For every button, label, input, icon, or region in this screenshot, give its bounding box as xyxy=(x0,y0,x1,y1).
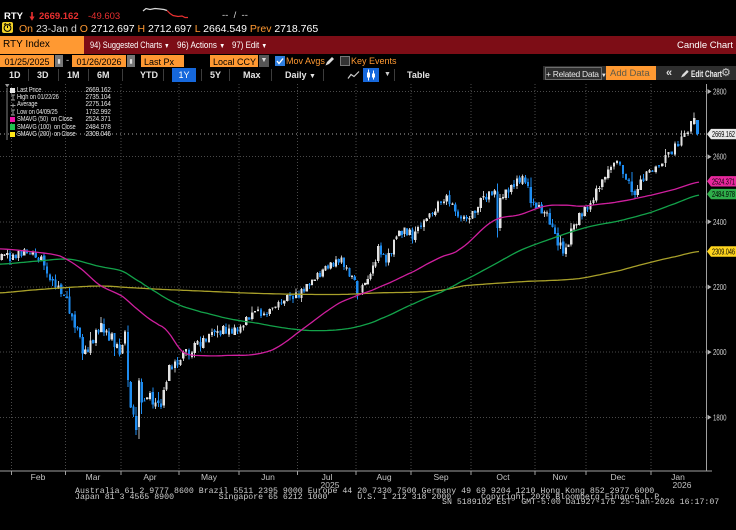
svg-text:2524.371: 2524.371 xyxy=(712,177,735,186)
svg-text:1800: 1800 xyxy=(713,412,727,422)
svg-text:Jan: Jan xyxy=(671,472,685,482)
svg-text:2669.162: 2669.162 xyxy=(712,130,735,139)
svg-text:Feb: Feb xyxy=(31,472,46,482)
svg-text:May: May xyxy=(201,472,218,482)
svg-text:Aug: Aug xyxy=(376,472,391,482)
svg-text:Jun: Jun xyxy=(261,472,275,482)
svg-text:2800: 2800 xyxy=(713,87,727,97)
svg-text:2026: 2026 xyxy=(673,480,692,490)
svg-text:Oct: Oct xyxy=(496,472,510,482)
svg-text:2025: 2025 xyxy=(321,480,340,490)
svg-text:2600: 2600 xyxy=(713,152,727,162)
svg-text:Sep: Sep xyxy=(433,472,448,482)
svg-text:Nov: Nov xyxy=(552,472,568,482)
svg-text:Apr: Apr xyxy=(143,472,156,482)
svg-text:2309.046: 2309.046 xyxy=(712,248,735,257)
svg-text:2000: 2000 xyxy=(713,347,727,357)
svg-text:Mar: Mar xyxy=(86,472,101,482)
svg-text:2484.978: 2484.978 xyxy=(712,190,735,199)
svg-text:Jul: Jul xyxy=(322,472,333,482)
svg-text:Dec: Dec xyxy=(610,472,626,482)
svg-text:2200: 2200 xyxy=(713,282,727,292)
svg-text:2400: 2400 xyxy=(713,217,727,227)
